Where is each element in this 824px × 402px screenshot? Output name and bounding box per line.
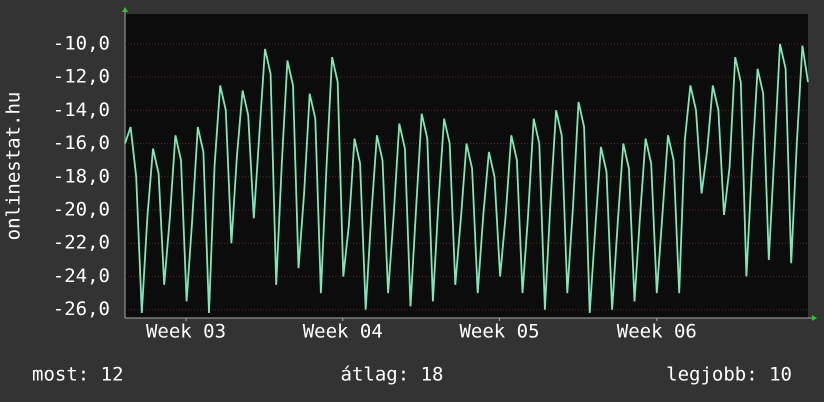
footer-current: most: 12 — [32, 364, 124, 386]
data-line — [124, 43, 809, 314]
y-tick-label: -22,0 — [53, 232, 110, 254]
footer-average: átlag: 18 — [341, 364, 444, 386]
footer-best: legjobb: 10 — [666, 364, 792, 386]
plot-area — [125, 14, 808, 318]
x-tick-label: Week 03 — [146, 321, 226, 343]
y-arrow — [122, 7, 128, 12]
y-tick-label: -20,0 — [53, 199, 110, 221]
y-tick-label: -26,0 — [53, 298, 110, 320]
y-tick-label: -16,0 — [53, 132, 110, 154]
y-tick-label: -24,0 — [53, 265, 110, 287]
y-axis-label: onlinestat.hu — [3, 92, 25, 241]
x-tick-label: Week 04 — [303, 321, 383, 343]
x-tick-label: Week 05 — [459, 321, 539, 343]
y-tick-label: -18,0 — [53, 165, 110, 187]
y-tick-label: -12,0 — [53, 66, 110, 88]
y-tick-label: -14,0 — [53, 99, 110, 121]
x-arrow — [812, 315, 817, 321]
y-tick-label: -10,0 — [53, 32, 110, 54]
x-tick-label: Week 06 — [617, 321, 697, 343]
